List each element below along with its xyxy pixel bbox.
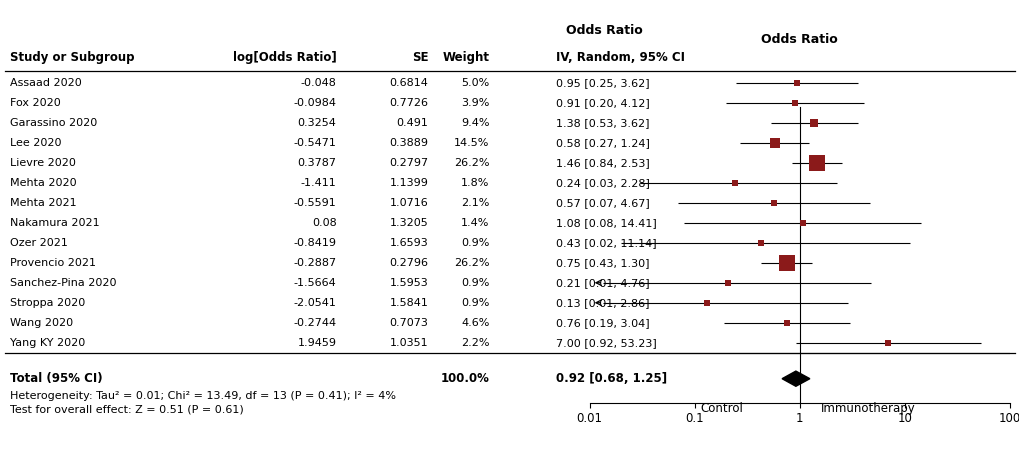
Text: 1.9459: 1.9459 xyxy=(298,338,336,348)
Text: 0.58 [0.27, 1.24]: 0.58 [0.27, 1.24] xyxy=(555,138,649,148)
Text: Garassino 2020: Garassino 2020 xyxy=(10,118,98,128)
Text: 14.5%: 14.5% xyxy=(453,138,489,148)
Text: Odds Ratio: Odds Ratio xyxy=(566,25,642,37)
Text: -0.048: -0.048 xyxy=(301,78,336,88)
Text: -0.8419: -0.8419 xyxy=(293,238,336,248)
Text: Odds Ratio: Odds Ratio xyxy=(760,33,838,46)
Text: 0.2797: 0.2797 xyxy=(389,158,428,168)
Text: Ozer 2021: Ozer 2021 xyxy=(10,238,68,248)
Text: Stroppa 2020: Stroppa 2020 xyxy=(10,298,86,308)
Text: -2.0541: -2.0541 xyxy=(293,298,336,308)
Text: 0.6814: 0.6814 xyxy=(389,78,428,88)
Text: 0.21 [0.01, 4.76]: 0.21 [0.01, 4.76] xyxy=(555,278,649,288)
Text: Yang KY 2020: Yang KY 2020 xyxy=(10,338,86,348)
Text: -0.5471: -0.5471 xyxy=(293,138,336,148)
Text: 0.08: 0.08 xyxy=(312,218,336,228)
Text: -0.0984: -0.0984 xyxy=(293,98,336,108)
Text: Fox 2020: Fox 2020 xyxy=(10,98,61,108)
Text: 0.9%: 0.9% xyxy=(461,238,489,248)
Text: 0.3254: 0.3254 xyxy=(298,118,336,128)
Text: 0.3787: 0.3787 xyxy=(298,158,336,168)
Text: 5.0%: 5.0% xyxy=(461,78,489,88)
Text: 0.2796: 0.2796 xyxy=(389,258,428,268)
Text: Sanchez-Pina 2020: Sanchez-Pina 2020 xyxy=(10,278,116,288)
Text: 1.1399: 1.1399 xyxy=(389,178,428,188)
Text: 1.38 [0.53, 3.62]: 1.38 [0.53, 3.62] xyxy=(555,118,649,128)
Text: 26.2%: 26.2% xyxy=(453,158,489,168)
Text: 100.0%: 100.0% xyxy=(440,372,489,385)
Text: Weight: Weight xyxy=(442,51,489,64)
Text: 0.43 [0.02, 11.14]: 0.43 [0.02, 11.14] xyxy=(555,238,656,248)
Text: 0.91 [0.20, 4.12]: 0.91 [0.20, 4.12] xyxy=(555,98,649,108)
Text: Test for overall effect: Z = 0.51 (P = 0.61): Test for overall effect: Z = 0.51 (P = 0… xyxy=(10,404,244,415)
Text: IV, Random, 95% CI: IV, Random, 95% CI xyxy=(555,51,684,64)
Text: 1.3205: 1.3205 xyxy=(389,218,428,228)
Text: 1.6593: 1.6593 xyxy=(389,238,428,248)
Text: Assaad 2020: Assaad 2020 xyxy=(10,78,82,88)
Text: Lee 2020: Lee 2020 xyxy=(10,138,61,148)
Text: -0.5591: -0.5591 xyxy=(293,198,336,208)
Text: Heterogeneity: Tau² = 0.01; Chi² = 13.49, df = 13 (P = 0.41); I² = 4%: Heterogeneity: Tau² = 0.01; Chi² = 13.49… xyxy=(10,391,395,401)
Text: 0.9%: 0.9% xyxy=(461,298,489,308)
Text: 0.7726: 0.7726 xyxy=(389,98,428,108)
Text: Wang 2020: Wang 2020 xyxy=(10,318,73,328)
Text: 0.3889: 0.3889 xyxy=(389,138,428,148)
Text: Mehta 2021: Mehta 2021 xyxy=(10,198,76,208)
Text: 3.9%: 3.9% xyxy=(461,98,489,108)
Text: Lievre 2020: Lievre 2020 xyxy=(10,158,76,168)
Text: 0.57 [0.07, 4.67]: 0.57 [0.07, 4.67] xyxy=(555,198,649,208)
Text: 1.0716: 1.0716 xyxy=(389,198,428,208)
Text: 1.5953: 1.5953 xyxy=(389,278,428,288)
Text: -1.5664: -1.5664 xyxy=(293,278,336,288)
Text: Nakamura 2021: Nakamura 2021 xyxy=(10,218,100,228)
Text: -1.411: -1.411 xyxy=(301,178,336,188)
Text: Provencio 2021: Provencio 2021 xyxy=(10,258,96,268)
Text: 0.76 [0.19, 3.04]: 0.76 [0.19, 3.04] xyxy=(555,318,649,328)
Text: 4.6%: 4.6% xyxy=(461,318,489,328)
Polygon shape xyxy=(782,371,809,386)
Text: 9.4%: 9.4% xyxy=(461,118,489,128)
Text: 0.9%: 0.9% xyxy=(461,278,489,288)
Text: 0.24 [0.03, 2.28]: 0.24 [0.03, 2.28] xyxy=(555,178,649,188)
Text: 0.75 [0.43, 1.30]: 0.75 [0.43, 1.30] xyxy=(555,258,649,268)
Text: 26.2%: 26.2% xyxy=(453,258,489,268)
Text: 0.7073: 0.7073 xyxy=(389,318,428,328)
Text: 1.0351: 1.0351 xyxy=(389,338,428,348)
Text: 2.2%: 2.2% xyxy=(461,338,489,348)
Text: 1.5841: 1.5841 xyxy=(389,298,428,308)
Text: 0.92 [0.68, 1.25]: 0.92 [0.68, 1.25] xyxy=(555,372,666,385)
Text: Mehta 2020: Mehta 2020 xyxy=(10,178,76,188)
Text: Immunotherapy: Immunotherapy xyxy=(820,402,915,415)
Text: 0.491: 0.491 xyxy=(396,118,428,128)
Text: Control: Control xyxy=(699,402,742,415)
Text: 1.46 [0.84, 2.53]: 1.46 [0.84, 2.53] xyxy=(555,158,649,168)
Text: 7.00 [0.92, 53.23]: 7.00 [0.92, 53.23] xyxy=(555,338,656,348)
Text: -0.2887: -0.2887 xyxy=(293,258,336,268)
Text: Total (95% CI): Total (95% CI) xyxy=(10,372,103,385)
Text: 0.95 [0.25, 3.62]: 0.95 [0.25, 3.62] xyxy=(555,78,649,88)
Text: -0.2744: -0.2744 xyxy=(293,318,336,328)
Text: 1.08 [0.08, 14.41]: 1.08 [0.08, 14.41] xyxy=(555,218,656,228)
Text: 2.1%: 2.1% xyxy=(461,198,489,208)
Text: 1.8%: 1.8% xyxy=(461,178,489,188)
Text: log[Odds Ratio]: log[Odds Ratio] xyxy=(232,51,336,64)
Text: 1.4%: 1.4% xyxy=(461,218,489,228)
Text: Study or Subgroup: Study or Subgroup xyxy=(10,51,135,64)
Text: 0.13 [0.01, 2.86]: 0.13 [0.01, 2.86] xyxy=(555,298,649,308)
Text: SE: SE xyxy=(412,51,428,64)
